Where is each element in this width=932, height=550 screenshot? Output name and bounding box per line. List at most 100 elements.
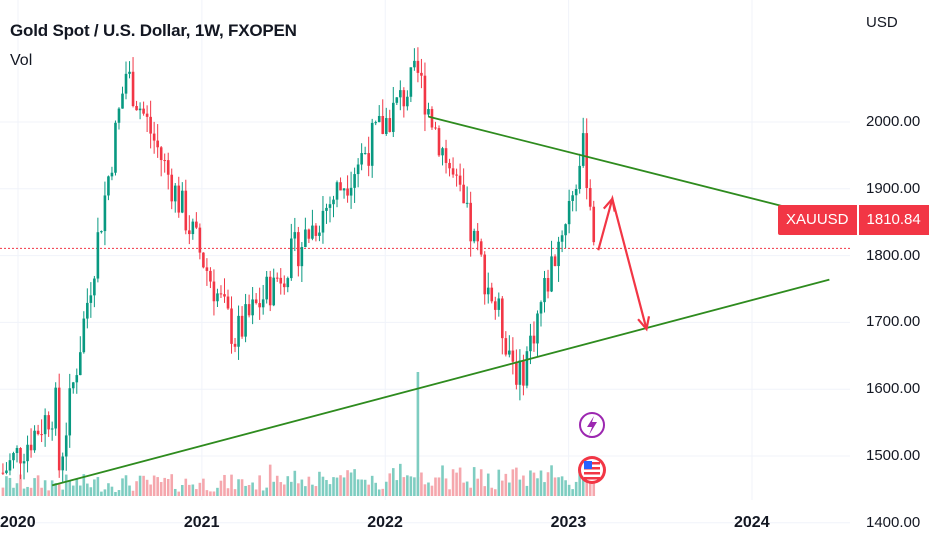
volume-bar bbox=[209, 491, 212, 496]
volume-bar bbox=[96, 477, 100, 496]
volume-bar bbox=[121, 478, 124, 496]
volume-bar bbox=[205, 490, 209, 496]
volume-bar bbox=[293, 470, 297, 496]
volume-bar bbox=[314, 486, 318, 496]
candle-body bbox=[19, 447, 22, 464]
candle-body bbox=[254, 299, 258, 304]
price-tick-label: 1600.00 bbox=[866, 380, 921, 398]
projection-path[interactable] bbox=[597, 194, 648, 330]
volume-bar bbox=[479, 469, 483, 496]
volume-bar bbox=[388, 473, 392, 496]
time-tick-label: 2021 bbox=[183, 514, 220, 531]
volume-bar bbox=[89, 487, 93, 496]
volume-bar bbox=[543, 482, 546, 496]
volume-bar bbox=[501, 480, 504, 496]
currency-label: USD bbox=[866, 14, 898, 31]
chart-title: Gold Spot / U.S. Dollar, 1W, FXOPEN bbox=[10, 21, 297, 40]
volume-bar bbox=[290, 481, 293, 496]
volume-bar bbox=[237, 479, 240, 496]
candle-body bbox=[177, 185, 181, 213]
candle-body bbox=[275, 277, 279, 279]
symbol-label: XAUUSD bbox=[778, 205, 857, 235]
volume-bar bbox=[202, 478, 205, 496]
last-price-value: 1810.84 bbox=[858, 205, 929, 235]
candle-body bbox=[388, 118, 392, 132]
us-flag-event-icon[interactable] bbox=[578, 456, 606, 484]
volume-bar bbox=[184, 478, 188, 496]
volume-bar bbox=[564, 480, 567, 496]
volume-bar bbox=[399, 463, 402, 496]
volume-bar bbox=[391, 468, 395, 496]
candle-body bbox=[159, 147, 163, 161]
candle-body bbox=[57, 387, 61, 471]
volume-bar bbox=[50, 480, 54, 496]
candle-body bbox=[441, 148, 444, 156]
volume-bar bbox=[311, 484, 314, 496]
volume-bar bbox=[275, 475, 279, 496]
candle-body bbox=[328, 204, 332, 208]
candle-body bbox=[553, 256, 557, 267]
volume-bar bbox=[247, 484, 251, 496]
volume-bar bbox=[427, 482, 430, 496]
volume-bar bbox=[75, 478, 79, 496]
projection-arrowhead-down bbox=[637, 316, 651, 332]
candle-body bbox=[170, 174, 174, 202]
volume-bar bbox=[8, 477, 12, 496]
volume-bar bbox=[413, 477, 416, 496]
candle-body bbox=[532, 335, 536, 344]
volume-indicator-label[interactable]: Vol bbox=[10, 52, 33, 69]
volume-bar bbox=[518, 479, 522, 496]
trendline-upper[interactable] bbox=[428, 115, 802, 212]
candle-body bbox=[444, 148, 448, 163]
volume-bar bbox=[82, 474, 86, 496]
chart-drawings[interactable] bbox=[51, 115, 830, 487]
volume-bar bbox=[553, 477, 557, 496]
volume-bar bbox=[349, 472, 353, 496]
candle-body bbox=[311, 225, 314, 239]
volume-bar bbox=[420, 472, 423, 496]
volume-bar bbox=[592, 479, 596, 496]
volume-bar bbox=[377, 489, 381, 496]
volume-bar bbox=[321, 476, 325, 496]
time-tick-label: 2023 bbox=[550, 514, 587, 531]
candle-body bbox=[68, 388, 72, 436]
volume-bar bbox=[434, 477, 437, 496]
volume-bar bbox=[251, 482, 254, 496]
lightning-event-icon[interactable] bbox=[579, 412, 605, 438]
candle-body bbox=[406, 96, 409, 107]
volume-bar bbox=[406, 475, 409, 496]
candle-body bbox=[592, 206, 596, 243]
trendline-lower[interactable] bbox=[51, 278, 830, 487]
event-markers[interactable] bbox=[578, 412, 606, 484]
volume-bar bbox=[455, 472, 458, 496]
candle-body bbox=[564, 224, 567, 236]
volume-bar bbox=[43, 480, 47, 496]
volume-bar bbox=[469, 487, 472, 496]
volume-bar bbox=[451, 469, 455, 496]
candle-body bbox=[462, 184, 465, 204]
candle-body bbox=[458, 175, 462, 185]
candle-body bbox=[504, 338, 508, 355]
candle-body bbox=[54, 387, 57, 429]
candle-body bbox=[110, 172, 114, 177]
volume-bar bbox=[448, 489, 451, 496]
volume-bar bbox=[100, 491, 103, 496]
candle-body bbox=[370, 122, 374, 166]
candle-body bbox=[244, 304, 247, 337]
volume-bar bbox=[483, 486, 487, 496]
candle-body bbox=[258, 303, 261, 308]
volume-bar bbox=[437, 477, 441, 496]
volume-bar bbox=[226, 488, 230, 496]
volume-bar bbox=[297, 483, 300, 496]
candle-body bbox=[43, 415, 47, 435]
volume-bar bbox=[339, 475, 342, 496]
candle-body bbox=[47, 415, 50, 430]
volume-bar bbox=[110, 486, 114, 496]
candle-body bbox=[314, 225, 318, 236]
candle-body bbox=[391, 102, 395, 132]
candle-body bbox=[261, 299, 265, 308]
candle-body bbox=[560, 235, 564, 242]
volume-bar bbox=[282, 484, 286, 496]
candle-body bbox=[124, 73, 128, 94]
